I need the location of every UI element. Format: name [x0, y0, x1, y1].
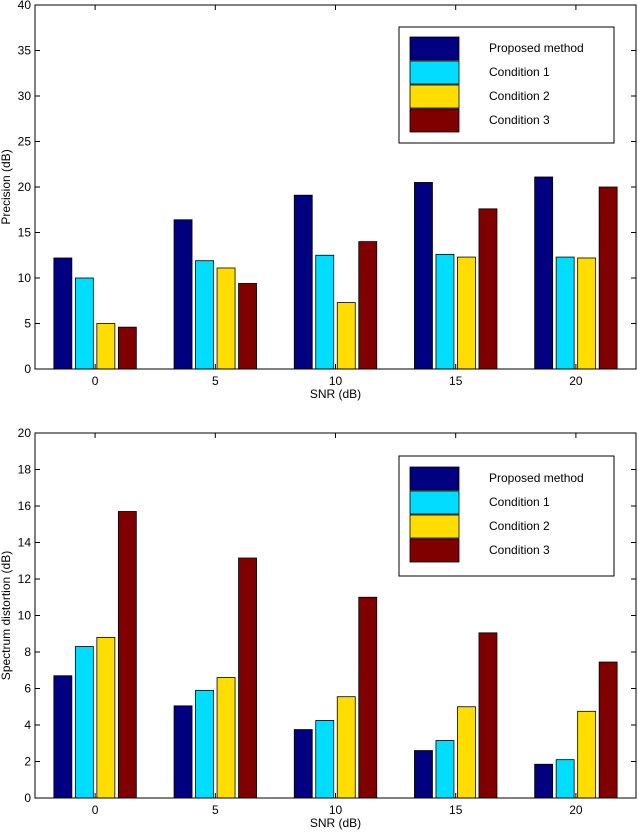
bar-condition-2-0: [96, 637, 116, 799]
bar-condition-2-5: [216, 677, 236, 799]
y-tick-label: 16: [18, 499, 32, 513]
y-axis-label: Spectrum distortion (dB): [0, 551, 13, 680]
bar-condition-1-10: [315, 720, 335, 799]
legend-swatch-condition-3: [409, 538, 460, 563]
bar-proposed-method-5: [173, 705, 193, 799]
x-tick-label: 5: [212, 374, 219, 388]
bar-condition-3-10: [358, 596, 378, 799]
y-axis-label: Precision (dB): [0, 149, 13, 224]
y-tick-label: 20: [18, 426, 32, 440]
bar-condition-3-20: [598, 661, 618, 799]
y-tick-label: 18: [18, 463, 32, 477]
x-tick-label: 20: [569, 374, 583, 388]
bar-condition-3-15: [478, 208, 498, 370]
legend-label: Condition 2: [489, 519, 550, 533]
y-tick-label: 25: [18, 135, 32, 149]
y-tick-label: 12: [18, 572, 32, 586]
y-tick-label: 20: [18, 180, 32, 194]
legend-label: Proposed method: [489, 471, 584, 485]
legend-swatch-condition-1: [409, 60, 460, 85]
legend-label: Condition 1: [489, 495, 550, 509]
x-axis-label: SNR (dB): [310, 816, 361, 830]
bar-proposed-method-10: [293, 729, 313, 799]
bar-condition-2-15: [457, 706, 476, 799]
bar-condition-2-20: [577, 257, 597, 370]
bar-condition-1-15: [435, 253, 455, 370]
y-tick-label: 4: [24, 718, 31, 732]
x-tick-label: 15: [449, 803, 463, 817]
bar-condition-1-5: [195, 689, 214, 799]
legend: Proposed method Condition 1 Condition 2 Con…: [398, 26, 615, 144]
x-tick-label: 10: [329, 803, 343, 817]
bar-proposed-method-0: [53, 257, 73, 370]
legend-label: Condition 3: [489, 543, 550, 557]
y-tick-label: 10: [18, 609, 32, 623]
y-tick-label: 0: [24, 791, 31, 805]
legend-swatch-condition-1: [409, 490, 460, 515]
y-tick-label: 6: [24, 682, 31, 696]
legend-swatch-condition-2: [409, 514, 460, 539]
legend-swatch-condition-2: [409, 84, 460, 109]
bar-condition-3-20: [598, 186, 618, 370]
legend-swatch-condition-3: [409, 108, 460, 133]
x-tick-label: 15: [449, 374, 463, 388]
bar-proposed-method-20: [534, 763, 554, 799]
bar-proposed-method-10: [293, 194, 313, 370]
bar-condition-1-20: [555, 256, 575, 370]
legend-label: Condition 1: [489, 65, 550, 79]
y-tick-label: 10: [18, 271, 32, 285]
y-tick-label: 2: [24, 755, 31, 769]
legend-swatch-proposed-method: [409, 466, 460, 491]
x-tick-label: 0: [92, 803, 99, 817]
legend: Proposed method Condition 1 Condition 2 Con…: [398, 455, 615, 577]
bar-condition-1-10: [315, 254, 335, 370]
y-tick-label: 35: [18, 44, 32, 58]
bar-condition-2-10: [336, 696, 356, 799]
legend-swatch-proposed-method: [409, 36, 460, 61]
x-tick-label: 0: [92, 374, 99, 388]
chart-1: 0 5 10 15 20 25 30 35 40 0 5 10 15 20 SNR (dB) Precisio…: [0, 0, 637, 401]
legend-label: Proposed method: [489, 41, 584, 55]
y-tick-label: 30: [18, 89, 32, 103]
bar-condition-1-15: [435, 740, 455, 799]
bar-proposed-method-20: [534, 176, 554, 370]
bar-proposed-method-0: [53, 675, 73, 799]
bar-proposed-method-15: [414, 182, 433, 370]
y-tick-label: 14: [18, 536, 32, 550]
bar-proposed-method-15: [414, 750, 433, 799]
bar-condition-2-10: [336, 302, 356, 370]
x-axis-label: SNR (dB): [310, 387, 361, 401]
y-tick-label: 15: [18, 226, 32, 240]
bar-condition-1-0: [74, 277, 94, 370]
chart-2: 0 2 4 6 8 10 12 14 16 18 20 0 5 10 15 20 SNR (dB) Spectru…: [0, 426, 637, 830]
bar-condition-3-0: [117, 326, 137, 370]
bar-condition-2-20: [577, 710, 597, 799]
bar-condition-3-5: [238, 557, 257, 799]
bar-condition-1-0: [74, 646, 94, 799]
y-tick-label: 0: [24, 362, 31, 376]
y-tick-label: 40: [18, 0, 32, 12]
y-tick-label: 8: [24, 645, 31, 659]
bar-condition-3-5: [238, 283, 257, 370]
x-tick-label: 20: [569, 803, 583, 817]
bar-condition-3-0: [117, 511, 137, 799]
legend-label: Condition 2: [489, 89, 550, 103]
bar-condition-3-10: [358, 241, 378, 370]
bar-condition-2-5: [216, 267, 236, 370]
y-tick-label: 5: [24, 317, 31, 331]
bar-condition-3-15: [478, 632, 498, 799]
legend-label: Condition 3: [489, 113, 550, 127]
bar-condition-1-20: [555, 759, 575, 799]
bar-condition-1-5: [195, 260, 214, 370]
x-tick-label: 5: [212, 803, 219, 817]
x-tick-label: 10: [329, 374, 343, 388]
bar-condition-2-0: [96, 323, 116, 370]
bar-condition-2-15: [457, 256, 476, 370]
bar-proposed-method-5: [173, 219, 193, 370]
